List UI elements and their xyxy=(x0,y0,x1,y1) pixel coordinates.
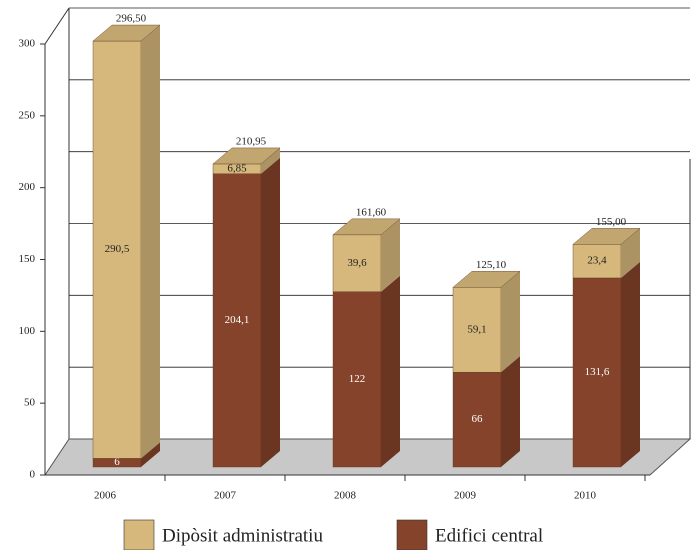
axis-diagonal xyxy=(44,7,70,45)
bar-side xyxy=(621,261,640,467)
bar-side xyxy=(381,218,400,292)
value-label: 131,6 xyxy=(585,366,610,378)
value-label: 66 xyxy=(472,413,484,425)
x-tick-label: 2008 xyxy=(334,490,357,502)
legend-label: Dipòsit administratiu xyxy=(162,525,323,546)
value-label: 290,5 xyxy=(105,243,130,255)
total-label: 125,10 xyxy=(476,259,507,271)
value-label: 23,4 xyxy=(587,255,607,267)
bar-segment xyxy=(212,173,262,468)
bar-side xyxy=(501,356,520,467)
x-tick-label: 2010 xyxy=(574,490,597,502)
value-label: 59,1 xyxy=(467,323,486,335)
bar-side xyxy=(261,157,280,467)
total-label: 155,00 xyxy=(596,216,627,228)
bar-top xyxy=(92,24,161,42)
bar-side xyxy=(141,442,160,467)
total-label: 210,95 xyxy=(236,135,267,147)
value-label: 39,6 xyxy=(347,257,367,269)
y-tick-label: 200 xyxy=(19,181,36,193)
bar-side xyxy=(381,275,400,467)
bar-top xyxy=(332,218,401,236)
bar-side xyxy=(261,147,280,174)
value-label: 204,1 xyxy=(225,314,250,326)
bar-side xyxy=(501,271,520,373)
x-tick-label: 2009 xyxy=(454,490,477,502)
bar-top xyxy=(572,228,641,245)
legend-swatch xyxy=(123,519,155,550)
y-tick-label: 250 xyxy=(19,109,36,121)
y-tick-label: 0 xyxy=(30,469,36,481)
bar-top xyxy=(452,271,521,288)
bar-side xyxy=(621,228,640,278)
value-label: 6,85 xyxy=(227,162,247,174)
bar-segment xyxy=(92,40,142,459)
y-tick-label: 300 xyxy=(19,38,36,50)
value-label: 122 xyxy=(349,373,366,385)
bar-segment xyxy=(452,287,502,373)
legend-label: Edifici central xyxy=(435,525,543,546)
x-tick-label: 2007 xyxy=(214,490,237,502)
bar-segment xyxy=(332,291,382,468)
bar-top xyxy=(212,147,281,165)
total-label: 296,50 xyxy=(116,13,147,25)
y-tick-label: 100 xyxy=(19,325,36,337)
y-tick-label: 50 xyxy=(24,397,36,409)
legend-swatch xyxy=(396,519,428,550)
bar-side xyxy=(141,25,160,459)
y-tick-label: 150 xyxy=(19,253,36,265)
x-tick-label: 2006 xyxy=(94,490,117,502)
value-label: 6 xyxy=(114,456,120,468)
total-label: 161,60 xyxy=(356,206,387,218)
bar-segment xyxy=(572,277,622,468)
